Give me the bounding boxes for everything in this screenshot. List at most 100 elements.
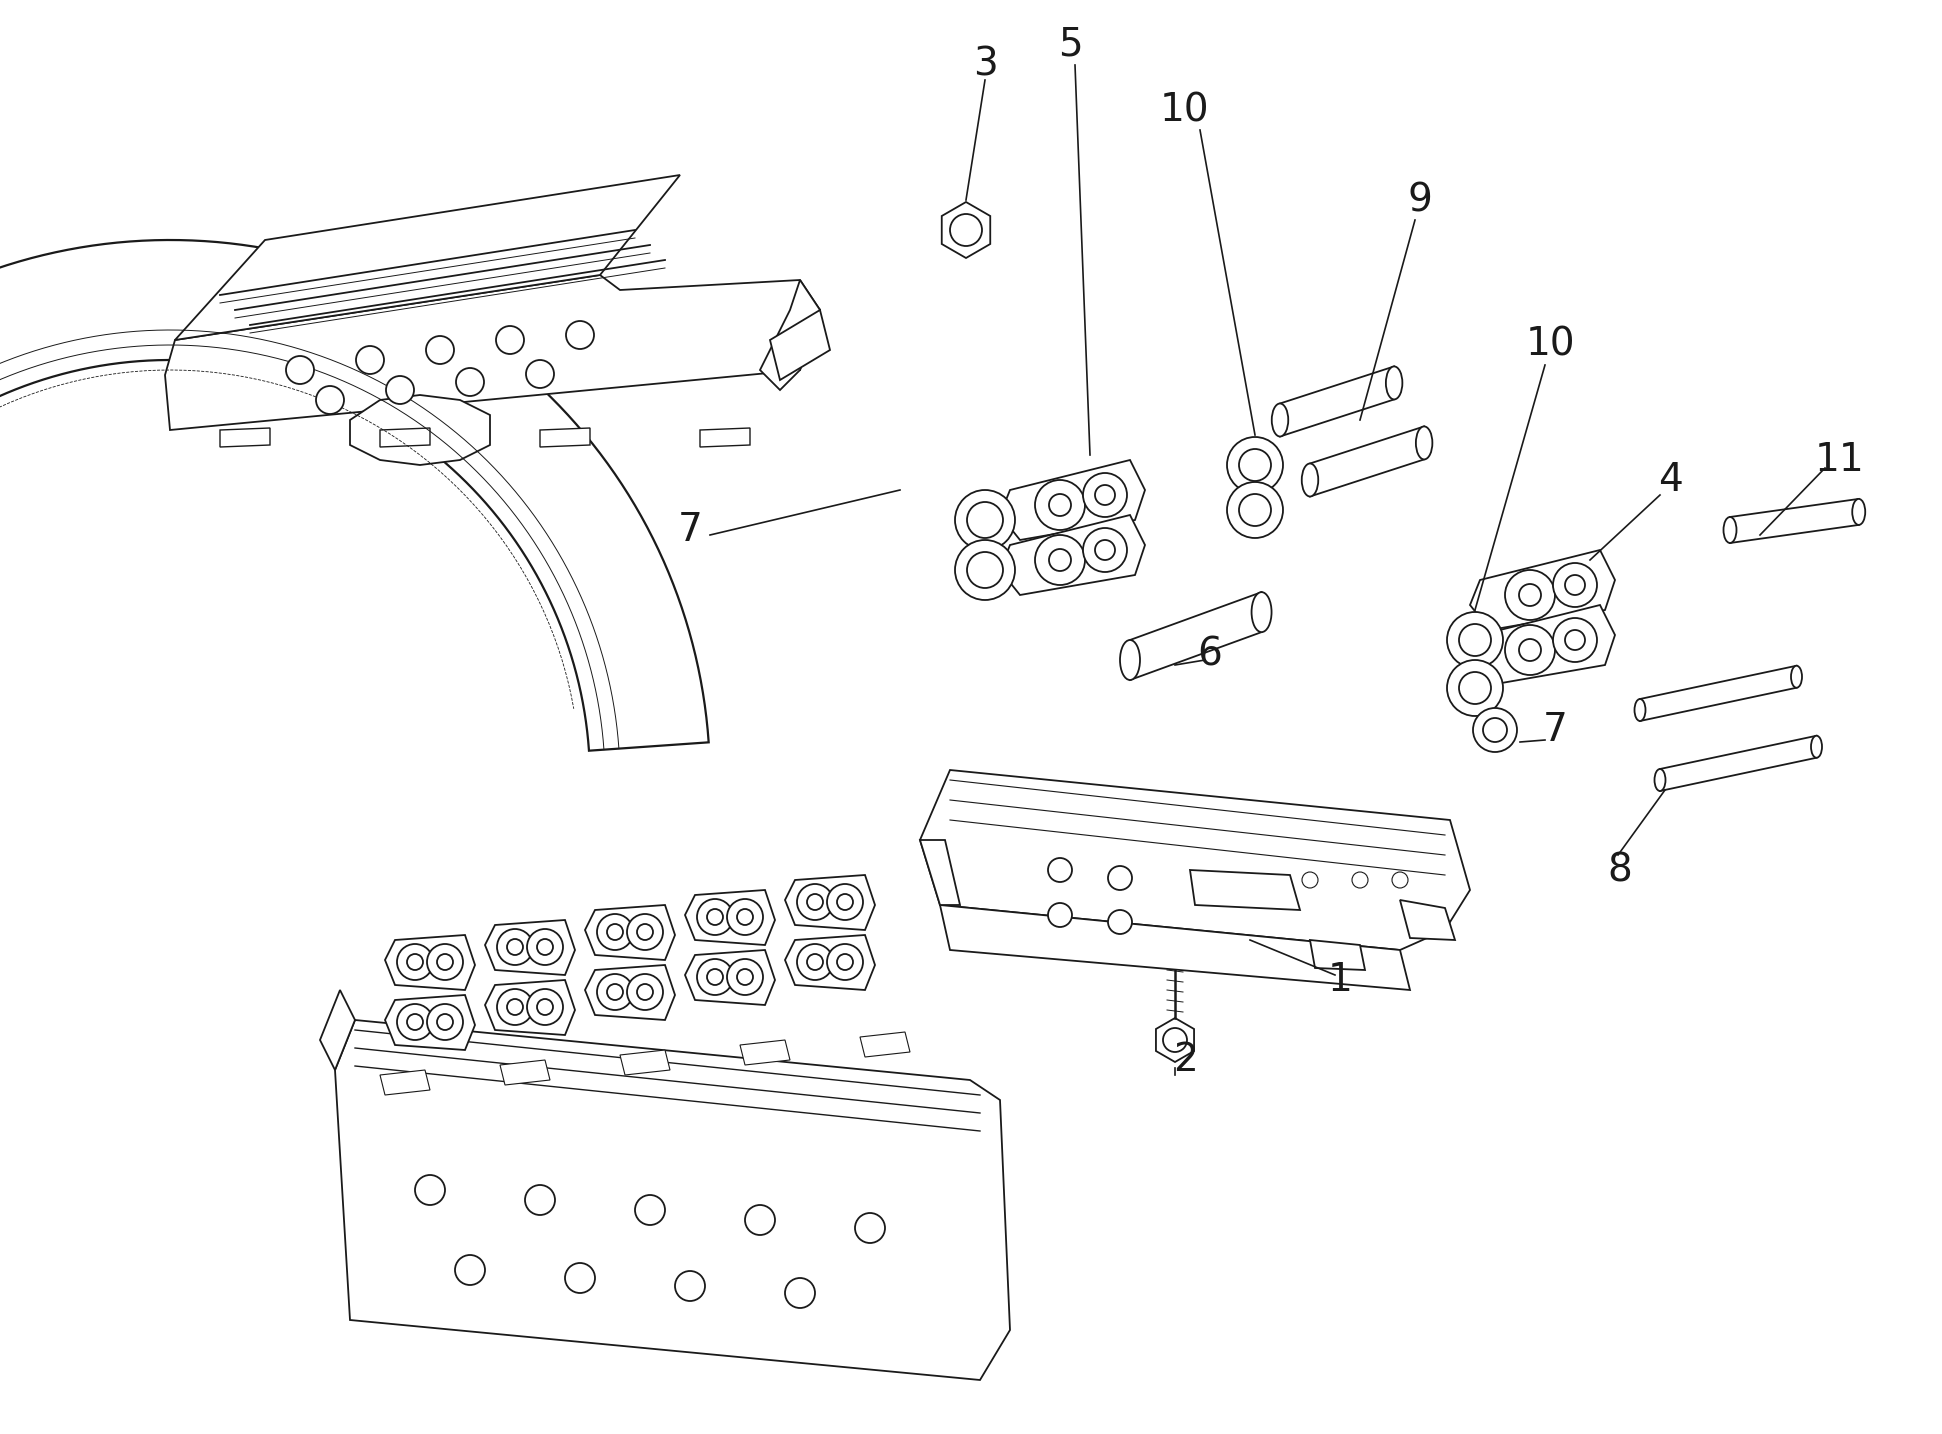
- Ellipse shape: [1416, 426, 1433, 459]
- Polygon shape: [320, 989, 355, 1070]
- Polygon shape: [1311, 941, 1365, 969]
- Circle shape: [1519, 584, 1542, 607]
- Circle shape: [707, 909, 722, 925]
- Circle shape: [1447, 660, 1503, 716]
- Polygon shape: [165, 275, 820, 430]
- Text: 1: 1: [1328, 961, 1352, 999]
- Text: 5: 5: [1058, 26, 1082, 65]
- Circle shape: [396, 944, 433, 979]
- Circle shape: [1035, 535, 1086, 585]
- Circle shape: [538, 939, 553, 955]
- Circle shape: [1472, 708, 1517, 751]
- Circle shape: [1458, 624, 1491, 655]
- Circle shape: [437, 954, 452, 969]
- Polygon shape: [942, 202, 990, 258]
- Text: 7: 7: [1542, 711, 1567, 749]
- Circle shape: [1049, 858, 1072, 882]
- Circle shape: [1565, 575, 1585, 595]
- Circle shape: [526, 360, 553, 389]
- Circle shape: [746, 1205, 775, 1235]
- Circle shape: [837, 893, 853, 911]
- Circle shape: [1392, 872, 1408, 888]
- Circle shape: [955, 490, 1016, 551]
- Ellipse shape: [1272, 403, 1288, 436]
- Text: 2: 2: [1173, 1041, 1198, 1078]
- Text: 4: 4: [1658, 460, 1682, 499]
- Circle shape: [526, 929, 563, 965]
- Circle shape: [497, 929, 532, 965]
- Ellipse shape: [1655, 769, 1666, 792]
- Polygon shape: [350, 394, 489, 465]
- Circle shape: [1239, 493, 1270, 526]
- Circle shape: [596, 974, 633, 1010]
- Polygon shape: [1000, 515, 1146, 595]
- Ellipse shape: [1635, 698, 1645, 721]
- Text: 3: 3: [973, 46, 998, 85]
- Circle shape: [1163, 1028, 1187, 1053]
- Circle shape: [1049, 549, 1070, 571]
- Circle shape: [285, 356, 315, 384]
- Circle shape: [565, 1263, 594, 1293]
- Circle shape: [427, 1004, 462, 1040]
- Text: 10: 10: [1159, 90, 1210, 129]
- Circle shape: [608, 984, 623, 999]
- Circle shape: [627, 974, 662, 1010]
- Circle shape: [524, 1184, 555, 1215]
- Circle shape: [1049, 493, 1070, 516]
- Circle shape: [1095, 485, 1115, 505]
- Polygon shape: [336, 1020, 1010, 1380]
- Ellipse shape: [1791, 665, 1802, 688]
- Polygon shape: [486, 979, 575, 1035]
- Ellipse shape: [1812, 736, 1822, 757]
- Ellipse shape: [1301, 463, 1319, 496]
- Circle shape: [416, 1174, 445, 1205]
- Circle shape: [427, 944, 462, 979]
- Circle shape: [827, 944, 862, 979]
- Circle shape: [454, 1255, 486, 1285]
- Circle shape: [808, 954, 823, 969]
- Polygon shape: [585, 965, 676, 1020]
- Circle shape: [1239, 449, 1270, 480]
- Circle shape: [950, 214, 983, 247]
- Circle shape: [437, 1014, 452, 1030]
- Polygon shape: [940, 905, 1410, 989]
- Circle shape: [425, 336, 454, 364]
- Circle shape: [738, 969, 753, 985]
- Circle shape: [1458, 673, 1491, 704]
- Polygon shape: [759, 280, 820, 390]
- Polygon shape: [499, 1060, 550, 1086]
- Circle shape: [596, 913, 633, 949]
- Circle shape: [1484, 718, 1507, 741]
- Polygon shape: [219, 427, 270, 447]
- Circle shape: [1095, 541, 1115, 561]
- Circle shape: [408, 954, 423, 969]
- Circle shape: [1447, 612, 1503, 668]
- Circle shape: [317, 386, 344, 414]
- Circle shape: [355, 346, 385, 374]
- Text: 9: 9: [1408, 181, 1433, 219]
- Circle shape: [456, 369, 484, 396]
- Polygon shape: [769, 310, 829, 380]
- Circle shape: [837, 954, 853, 969]
- Polygon shape: [699, 427, 750, 447]
- Circle shape: [627, 913, 662, 949]
- Circle shape: [608, 923, 623, 941]
- Text: 8: 8: [1608, 850, 1633, 889]
- Circle shape: [676, 1271, 705, 1301]
- Polygon shape: [1190, 870, 1299, 911]
- Circle shape: [1049, 903, 1072, 926]
- Circle shape: [1227, 437, 1284, 493]
- Polygon shape: [785, 935, 876, 989]
- Text: 7: 7: [678, 511, 703, 549]
- Circle shape: [507, 999, 522, 1015]
- Circle shape: [526, 989, 563, 1025]
- Circle shape: [1109, 866, 1132, 891]
- Circle shape: [827, 883, 862, 921]
- Circle shape: [565, 321, 594, 348]
- Circle shape: [1084, 528, 1126, 572]
- Polygon shape: [1400, 901, 1455, 941]
- Polygon shape: [1470, 605, 1616, 685]
- Polygon shape: [0, 239, 709, 751]
- Circle shape: [635, 1195, 664, 1225]
- Circle shape: [1505, 625, 1556, 675]
